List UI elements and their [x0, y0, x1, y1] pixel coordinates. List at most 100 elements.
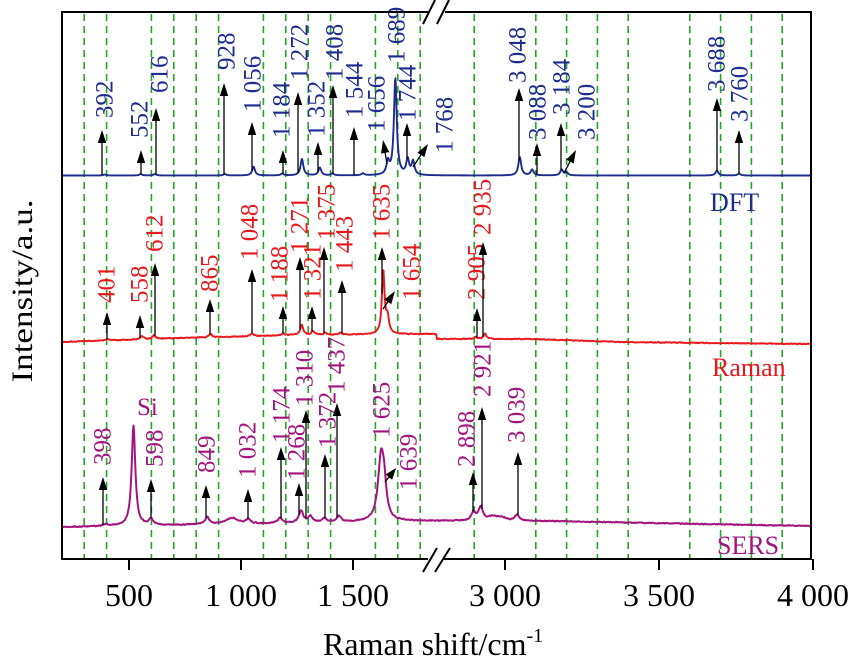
arrow-head	[319, 247, 329, 260]
peak-arrow	[337, 280, 347, 334]
peak-label: 1 271	[287, 197, 314, 253]
arrow-head	[332, 403, 342, 416]
spectrum-line-dft	[62, 77, 811, 177]
peak-arrow	[319, 247, 329, 334]
peak-label: 1 544	[342, 61, 369, 118]
peak-label: 3 184	[549, 58, 576, 115]
x-tick-label: 1 500	[317, 577, 389, 613]
peak-arrow	[328, 85, 338, 174]
peak-label: 1 437	[324, 337, 351, 393]
peak-arrow	[556, 123, 566, 171]
arrow-head	[514, 88, 524, 101]
arrow-head	[328, 85, 338, 98]
arrow-head	[532, 143, 542, 156]
peak-label: 849	[194, 436, 221, 474]
peak-label: 1 768	[432, 97, 459, 153]
arrow-head	[247, 269, 257, 282]
arrow-head	[556, 123, 566, 136]
peak-arrow	[243, 489, 253, 519]
peak-label: 1 321	[300, 244, 327, 300]
arrow-head	[566, 150, 576, 164]
arrow-head	[295, 257, 305, 270]
peak-arrow	[384, 468, 396, 483]
peak-arrow	[472, 308, 482, 338]
peak-arrow	[532, 143, 542, 175]
peak-label: 1 272	[287, 24, 314, 80]
peak-arrow	[301, 410, 311, 519]
arrow-head	[380, 140, 390, 154]
peak-label: 1 656	[364, 76, 391, 132]
arrow-head	[276, 447, 286, 460]
peak-label: 1 375	[314, 184, 341, 240]
peak-arrow	[734, 130, 744, 174]
peak-label: 3 760	[727, 66, 754, 122]
peak-label: 1 635	[369, 184, 396, 240]
arrow-head	[278, 306, 288, 319]
peak-arrow	[294, 483, 304, 515]
peak-arrow	[247, 122, 257, 171]
arrow-head	[313, 142, 323, 155]
x-tick-label: 3 500	[623, 577, 695, 613]
y-axis-title: Intensity/a.u.	[6, 200, 39, 383]
arrow-head	[205, 299, 215, 312]
arrow-head	[337, 280, 347, 293]
series-label-raman: Raman	[712, 353, 786, 382]
peak-label-si: Si	[137, 394, 158, 421]
peak-label: 3 200	[574, 84, 601, 140]
peak-arrow	[278, 150, 288, 174]
peak-arrow	[563, 150, 576, 174]
arrow-head	[478, 242, 488, 255]
arrow-shaft	[563, 160, 572, 174]
peak-label: 1 744	[395, 64, 422, 121]
arrow-head	[377, 247, 387, 260]
arrow-head	[136, 150, 146, 163]
peak-label: 1 188	[267, 246, 294, 302]
arrow-head	[293, 92, 303, 105]
peak-arrow	[146, 479, 156, 518]
peak-arrow	[477, 407, 487, 509]
peak-arrow	[219, 83, 229, 175]
peak-label: 558	[127, 266, 154, 304]
peak-arrow	[332, 403, 342, 518]
spectrum-line-raman	[62, 269, 811, 346]
peak-label: 1 654	[399, 243, 426, 300]
peak-label: 392	[92, 81, 119, 119]
arrow-head	[278, 150, 288, 163]
arrow-head	[472, 308, 482, 321]
arrow-head	[468, 472, 478, 485]
peak-arrow	[205, 299, 215, 335]
peak-label: 1 048	[237, 204, 264, 260]
arrow-head	[150, 263, 160, 276]
peak-label: 1 689	[384, 7, 411, 63]
peak-label: 1 056	[240, 56, 267, 112]
peak-arrow	[307, 306, 317, 332]
peak-arrow	[468, 472, 478, 512]
peak-label: 3 039	[504, 387, 531, 443]
peak-arrow	[201, 485, 211, 519]
peak-label: 3 048	[505, 27, 532, 83]
arrow-head	[712, 98, 722, 111]
peak-label: 1 032	[235, 422, 262, 478]
peak-label: 865	[197, 255, 224, 293]
arrow-shaft	[384, 151, 388, 165]
peak-label: 552	[127, 101, 154, 139]
top-break-slash	[436, 0, 450, 25]
peak-arrow	[320, 454, 330, 518]
x-axis-ticks: 500 1 000 1 500 3 000 3 500 4 000	[105, 559, 849, 613]
peak-label: 401	[94, 266, 121, 304]
peak-arrow	[150, 263, 160, 336]
peak-arrow	[136, 150, 146, 175]
arrow-shaft	[412, 153, 422, 168]
peak-label: 2 935	[470, 179, 497, 235]
peak-arrow	[98, 477, 108, 525]
arrow-head	[97, 130, 107, 143]
series-label-sers: SERS	[717, 531, 779, 560]
peak-arrow	[151, 108, 161, 175]
peak-arrow	[293, 92, 303, 173]
arrow-head	[385, 468, 396, 480]
peak-arrow	[402, 123, 412, 159]
gridlines	[83, 14, 784, 558]
peak-label: 598	[142, 430, 169, 468]
